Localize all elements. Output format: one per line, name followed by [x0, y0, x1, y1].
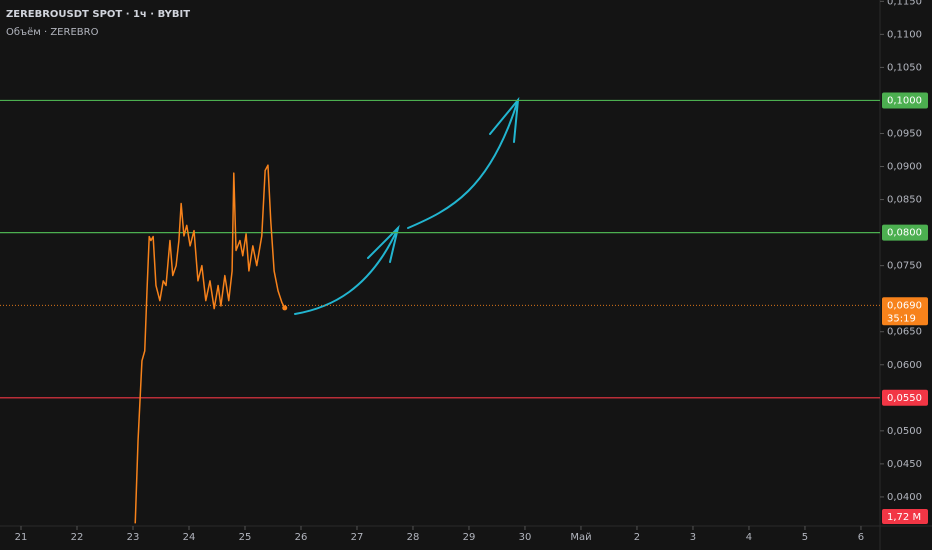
last-point: [282, 305, 288, 311]
level-badge: [882, 389, 928, 406]
volume-legend: Объём · ZEREBRO: [6, 27, 99, 38]
y-tick-label: 0,0400: [887, 492, 922, 503]
chart-title: ZEREBROUSDT SPOT · 1ч · BYBIT: [6, 9, 190, 20]
level-label: 0,0800: [887, 228, 922, 239]
x-tick-label: 25: [239, 532, 252, 543]
last-price-badge: [882, 297, 928, 326]
y-tick-label: 0,0900: [887, 162, 922, 173]
y-tick-label: 0,1150: [887, 0, 922, 7]
x-tick-label: 6: [858, 532, 864, 543]
arrow-head: [367, 224, 400, 263]
y-tick-label: 0,0500: [887, 426, 922, 437]
x-tick-label: 2: [634, 532, 640, 543]
x-tick-label: 4: [746, 532, 752, 543]
volume-badge: [882, 509, 928, 524]
y-tick-label: 0,1100: [887, 29, 922, 40]
x-tick-label: Май: [570, 532, 591, 543]
y-tick-label: 0,0600: [887, 360, 922, 371]
countdown: 35:19: [887, 313, 916, 324]
x-tick-label: 22: [71, 532, 84, 543]
level-label: 0,0550: [887, 393, 922, 404]
level-label: 0,1000: [887, 95, 922, 106]
y-tick-label: 0,0750: [887, 261, 922, 272]
y-tick-label: 0,0950: [887, 128, 922, 139]
x-tick-label: 29: [463, 532, 476, 543]
last-price-label: 0,0690: [887, 300, 922, 311]
arrow-stroke: [407, 99, 519, 229]
x-tick-label: 21: [15, 532, 28, 543]
level-badge: [882, 92, 928, 109]
price-line: [134, 164, 286, 524]
y-tick-label: 0,0650: [887, 327, 922, 338]
volume-label: 1,72 M: [887, 512, 921, 523]
x-tick-label: 5: [802, 532, 808, 543]
x-tick-label: 28: [407, 532, 420, 543]
x-tick-label: 27: [351, 532, 364, 543]
y-tick-label: 0,1050: [887, 62, 922, 73]
x-tick-label: 26: [295, 532, 308, 543]
level-badge: [882, 224, 928, 241]
x-tick-label: 3: [690, 532, 696, 543]
y-tick-label: 0,0850: [887, 195, 922, 206]
x-tick-label: 23: [127, 532, 140, 543]
arrow-stroke: [294, 227, 399, 315]
x-tick-label: 24: [183, 532, 196, 543]
y-tick-label: 0,0450: [887, 459, 922, 470]
x-tick-label: 30: [519, 532, 532, 543]
